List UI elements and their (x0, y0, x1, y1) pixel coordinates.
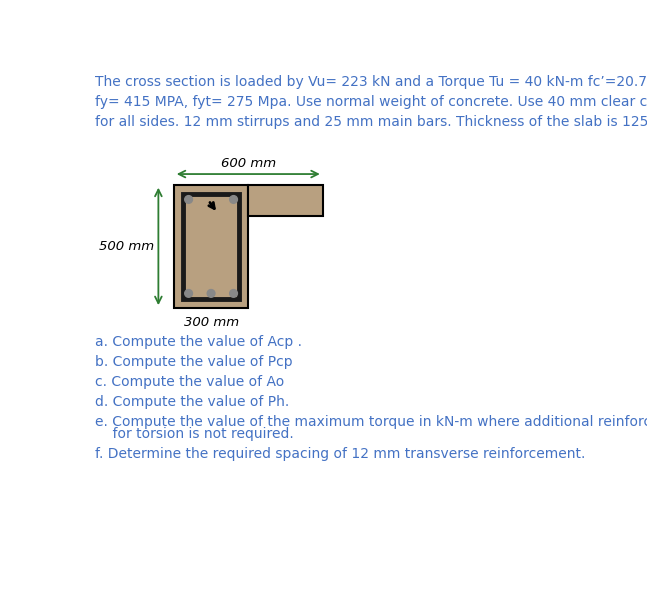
Text: e. Compute the value of the maximum torque in kN-m where additional reinforcemen: e. Compute the value of the maximum torq… (95, 415, 647, 429)
Text: f. Determine the required spacing of 12 mm transverse reinforcement.: f. Determine the required spacing of 12 … (95, 447, 585, 461)
Text: The cross section is loaded by Vu= 223 kN and a Torque Tu = 40 kN-m fc’=20.7 Mpa: The cross section is loaded by Vu= 223 k… (95, 75, 647, 129)
Text: 500 mm: 500 mm (98, 240, 154, 253)
Text: b. Compute the value of Pcp: b. Compute the value of Pcp (95, 355, 292, 369)
Text: for torsion is not required.: for torsion is not required. (95, 427, 294, 441)
Polygon shape (248, 185, 323, 216)
Circle shape (185, 290, 192, 297)
Polygon shape (174, 185, 248, 308)
Text: c. Compute the value of Ao: c. Compute the value of Ao (95, 375, 284, 389)
Text: a. Compute the value of Acp .: a. Compute the value of Acp . (95, 335, 302, 349)
Circle shape (185, 196, 192, 204)
Text: d. Compute the value of Ph.: d. Compute the value of Ph. (95, 395, 289, 409)
Text: 300 mm: 300 mm (184, 316, 239, 329)
Text: 600 mm: 600 mm (221, 157, 276, 170)
Circle shape (230, 196, 237, 204)
Circle shape (230, 290, 237, 297)
Circle shape (207, 290, 215, 297)
